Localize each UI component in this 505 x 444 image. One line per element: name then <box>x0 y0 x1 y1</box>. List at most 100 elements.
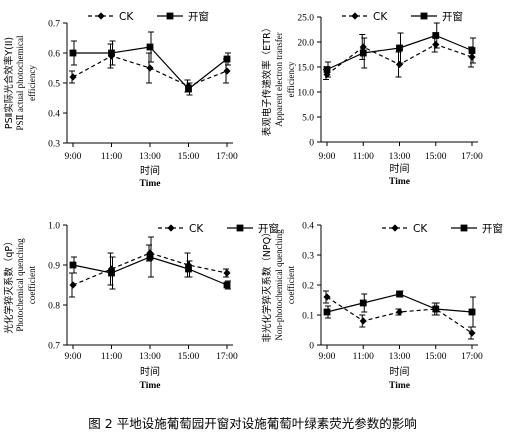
x-tick-label: 9:00 <box>319 152 336 162</box>
series-window <box>323 290 476 328</box>
data-point <box>432 32 440 39</box>
y-tick-label: 5.0 <box>302 114 314 124</box>
x-tick-label: 15:00 <box>425 152 447 162</box>
x-tick-label: 17:00 <box>461 352 483 362</box>
legend: CK 开窗 <box>382 222 503 235</box>
legend-marker <box>460 224 468 232</box>
series-ck <box>69 244 231 298</box>
data-point <box>432 40 440 49</box>
x-axis-title-cn: 时间 <box>390 162 410 175</box>
y-axis-title-cn: 表观电子传递效率（ETR） <box>261 23 273 136</box>
y-axis-title-cn: 光化学猝灭系数（qP） <box>3 236 15 333</box>
data-point <box>223 55 231 63</box>
data-point <box>69 281 77 289</box>
x-tick-label: 17:00 <box>216 152 238 162</box>
x-tick-label: 9:00 <box>65 152 82 162</box>
x-tick-label: 11:00 <box>101 352 123 362</box>
y-tick-label: 0.3 <box>302 252 314 262</box>
legend-label: CK <box>413 223 428 235</box>
data-point <box>108 269 115 277</box>
chart-bottom-right: 0 0.1 0.2 0.3 0.4 9:00 11:00 13:00 15:00 17:00 时间 T… <box>261 222 503 392</box>
data-point <box>468 308 476 316</box>
chart-top-left: 0.3 0.4 0.5 0.6 0.7 9:00 11:00 13:00 15:00 17:00 时… <box>3 10 238 189</box>
x-axis-title-cn: 时间 <box>140 365 160 378</box>
x-tick-label: 17:00 <box>216 352 238 362</box>
chart-top-right: 0 5.0 10.0 15.0 20.0 25.0 9:00 11:00 13:00 15:00 1… <box>261 10 483 187</box>
y-tick-label: 0.4 <box>302 222 314 232</box>
x-tick-label: 17:00 <box>461 152 483 162</box>
y-tick-label: 15.0 <box>297 64 314 74</box>
x-tick-label: 11:00 <box>101 152 123 162</box>
data-point <box>468 329 476 337</box>
data-point <box>108 49 115 57</box>
y-axis-title-en: Photochemical quenching <box>15 238 25 332</box>
data-point <box>146 43 154 51</box>
legend-label: 开窗 <box>258 222 279 235</box>
data-point <box>146 253 154 261</box>
data-point <box>359 43 367 51</box>
legend-label: 开窗 <box>442 10 463 23</box>
data-point <box>396 290 403 298</box>
y-tick-label: 0.1 <box>302 312 314 322</box>
series-window <box>323 22 476 78</box>
series-ck <box>323 34 476 80</box>
data-point <box>69 49 77 57</box>
y-tick-label: 0.2 <box>302 282 314 292</box>
y-axis-title-en: Non-photochemical quenching <box>274 229 284 341</box>
data-point <box>359 299 367 307</box>
data-point <box>223 67 231 75</box>
data-point <box>396 44 403 52</box>
y-tick-label: 0.3 <box>48 140 60 150</box>
x-axis-title-en: Time <box>140 381 161 391</box>
data-point <box>468 53 476 61</box>
x-tick-label: 15:00 <box>178 152 200 162</box>
series-window <box>69 236 231 290</box>
data-point <box>69 261 77 269</box>
legend: CK 开窗 <box>88 10 209 23</box>
series-window <box>69 31 231 96</box>
y-tick-label: 0 <box>309 139 314 149</box>
data-point <box>69 73 77 81</box>
x-tick-label: 13:00 <box>139 152 161 162</box>
y-axis-title-cn: 非光化学猝灭系数（NPQ） <box>261 227 273 342</box>
y-tick-label: 0.6 <box>48 50 60 60</box>
x-tick-label: 15:00 <box>425 352 447 362</box>
y-tick-label: 0.7 <box>48 342 60 352</box>
series-ck <box>69 43 231 93</box>
legend: CK 开窗 <box>158 222 279 235</box>
figure-caption: 图 2 平地设施葡萄园开窗对设施葡萄叶绿素荧光参数的影响 <box>88 416 417 431</box>
data-point <box>223 281 231 289</box>
y-axis-title-cn: PSⅡ实际光合效率Y(II) <box>3 37 15 129</box>
data-point <box>359 317 367 325</box>
data-point <box>323 293 331 301</box>
legend-marker <box>236 224 244 232</box>
y-tick-label: 0.9 <box>48 262 60 272</box>
data-point <box>432 305 440 313</box>
data-point <box>146 64 154 72</box>
y-tick-label: 0.8 <box>48 302 60 312</box>
x-tick-label: 9:00 <box>319 352 336 362</box>
y-axis-title-en: coefficient <box>27 265 37 304</box>
data-point <box>468 47 476 54</box>
legend-marker <box>351 12 359 20</box>
data-point <box>359 49 367 57</box>
x-axis-title-cn: 时间 <box>390 365 410 378</box>
y-axis-title-en: Apparent electron transfer <box>274 32 284 126</box>
y-axis-title-en: efficiency <box>27 65 37 101</box>
x-axis-title-en: Time <box>389 177 410 187</box>
x-axis-title-en: Time <box>140 179 161 189</box>
legend-marker <box>167 224 175 232</box>
y-tick-label: 20.0 <box>297 39 314 49</box>
legend-label: CK <box>189 223 204 235</box>
y-tick-label: 0 <box>309 342 314 352</box>
data-point <box>185 265 192 273</box>
x-tick-label: 13:00 <box>389 152 411 162</box>
x-tick-label: 13:00 <box>139 352 161 362</box>
chart-bottom-left: 0.7 0.8 0.9 1.0 9:00 11:00 13:00 15:00 17:00 时间 Ti… <box>3 222 279 392</box>
x-axis-title-en: Time <box>389 381 410 391</box>
y-tick-label: 1.0 <box>48 222 60 232</box>
data-point <box>185 85 192 93</box>
series-line <box>72 252 228 286</box>
legend-label: 开窗 <box>482 222 503 235</box>
